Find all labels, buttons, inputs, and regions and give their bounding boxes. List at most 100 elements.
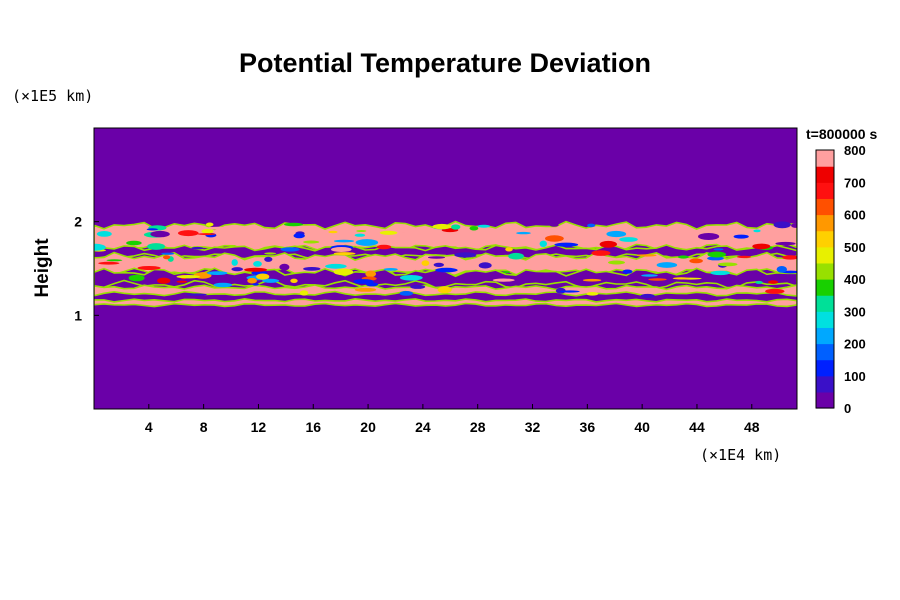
y-axis-unit: (×1E5 km) — [12, 87, 93, 105]
turbulence-patch — [707, 256, 724, 261]
colorbar-swatch — [816, 279, 834, 296]
turbulence-patch — [365, 270, 377, 278]
turbulence-patch — [331, 247, 352, 252]
turbulence-patch — [137, 266, 161, 270]
turbulence-patch — [689, 258, 703, 264]
y-axis-ticks: 12 — [74, 214, 99, 323]
turbulence-patch — [383, 268, 398, 271]
plot-area — [93, 127, 798, 410]
turbulence-patch — [98, 261, 120, 265]
turbulence-patch — [698, 233, 720, 240]
turbulence-patch — [395, 227, 412, 233]
turbulence-patch — [560, 290, 580, 293]
colorbar-swatch — [816, 262, 834, 280]
turbulence-patch — [672, 277, 690, 280]
turbulence-patch — [502, 271, 511, 274]
turbulence-patch — [469, 226, 479, 231]
turbulence-patch — [733, 234, 749, 239]
x-tick-label: 4 — [145, 419, 153, 435]
turbulence-patch — [776, 266, 787, 273]
turbulence-patch — [641, 274, 658, 277]
turbulence-patch — [656, 262, 678, 268]
turbulence-patch — [161, 252, 175, 255]
turbulence-patch — [207, 271, 228, 275]
turbulence-patch — [325, 263, 347, 269]
turbulence-patch — [773, 221, 791, 229]
colorbar-swatch — [816, 343, 834, 361]
colorbar-tick-label: 700 — [844, 175, 866, 190]
turbulence-patch — [279, 263, 290, 271]
x-tick-label: 48 — [744, 419, 760, 435]
y-axis-label: Height — [32, 238, 53, 298]
turbulence-patch — [201, 229, 214, 234]
turbulence-patch — [606, 230, 627, 238]
turbulence-patch — [708, 274, 721, 279]
turbulence-patch — [421, 260, 430, 266]
x-axis-unit: (×1E4 km) — [700, 446, 781, 464]
turbulence-patch — [765, 288, 785, 294]
turbulence-patch — [126, 240, 142, 246]
turbulence-patch — [186, 293, 207, 296]
turbulence-patch — [94, 243, 106, 251]
turbulence-patch — [539, 240, 547, 247]
colorbar-swatch — [816, 150, 834, 167]
turbulence-patch — [157, 277, 171, 284]
colorbar-tick-label: 0 — [844, 401, 851, 416]
turbulence-patch — [752, 243, 771, 250]
turbulence-patch — [791, 223, 797, 228]
turbulence-patch — [299, 290, 309, 296]
colorbar-tick-label: 600 — [844, 208, 866, 223]
turbulence-patch — [608, 260, 625, 265]
turbulence-patch — [280, 247, 300, 252]
colorbar-swatch — [816, 214, 834, 232]
turbulence-patch — [640, 293, 655, 299]
turbulence-patch — [163, 255, 171, 260]
turbulence-patch — [205, 222, 214, 227]
turbulence-patch — [477, 224, 490, 228]
chart-title: Potential Temperature Deviation — [239, 48, 651, 78]
turbulence-patch — [191, 246, 204, 250]
turbulence-patch — [427, 256, 446, 259]
colorbar-swatch — [816, 295, 834, 312]
colorbar-swatch — [816, 230, 834, 248]
turbulence-patch — [376, 244, 392, 250]
colorbar — [816, 150, 834, 409]
turbulence-patch — [582, 278, 602, 282]
turbulence-patch — [717, 262, 738, 267]
turbulence-patch — [264, 256, 273, 262]
turbulence-patch — [353, 279, 374, 284]
turbulence-patch — [710, 270, 730, 276]
turbulence-patch — [478, 262, 492, 269]
turbulence-patch — [713, 248, 724, 251]
turbulence-patch — [379, 230, 398, 235]
turbulence-patch — [178, 230, 199, 237]
turbulence-patch — [545, 235, 564, 242]
x-tick-label: 36 — [580, 419, 596, 435]
turbulence-patch — [587, 223, 596, 228]
turbulence-patch — [333, 252, 356, 256]
x-tick-label: 28 — [470, 419, 486, 435]
turbulence-patch — [284, 222, 303, 227]
turbulence-patch — [599, 240, 617, 248]
turbulence-patch — [622, 269, 633, 274]
y-tick-label: 2 — [74, 214, 82, 230]
turbulence-patch — [354, 233, 366, 237]
turbulence-patch — [176, 275, 200, 279]
turbulence-patch — [128, 274, 145, 282]
turbulence-patch — [753, 229, 761, 233]
turbulence-patch — [244, 267, 268, 272]
colorbar-tick-label: 400 — [844, 272, 866, 287]
y-tick-label: 1 — [74, 307, 82, 323]
x-tick-label: 32 — [525, 419, 541, 435]
turbulence-patch — [146, 228, 158, 231]
turbulence-patch — [262, 278, 280, 283]
turbulence-patch — [252, 283, 259, 286]
x-axis-ticks: 4 8 12 16 20 24 28 32 36 40 44 48 — [145, 404, 760, 435]
colorbar-swatch — [816, 359, 834, 377]
turbulence-patch — [213, 282, 233, 288]
turbulence-patch — [707, 251, 727, 258]
colorbar-tick-label: 800 — [844, 143, 866, 158]
field-layer — [94, 297, 797, 308]
turbulence-patch — [451, 224, 461, 230]
